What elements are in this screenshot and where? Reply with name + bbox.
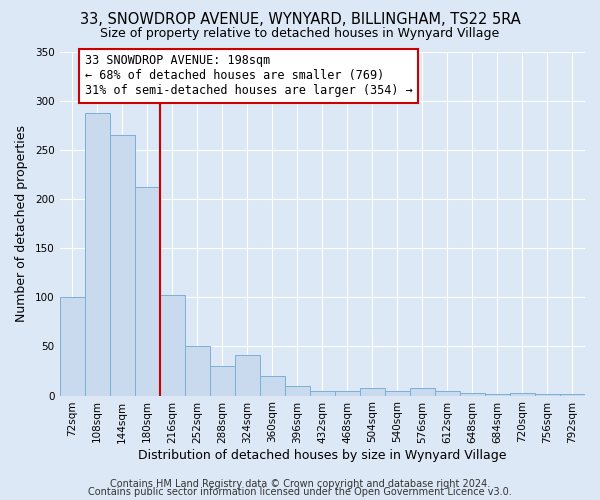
Text: Contains HM Land Registry data © Crown copyright and database right 2024.: Contains HM Land Registry data © Crown c… — [110, 479, 490, 489]
Bar — [535, 394, 560, 396]
Bar — [85, 114, 110, 396]
Bar — [360, 388, 385, 396]
Bar — [510, 392, 535, 396]
Bar — [285, 386, 310, 396]
Bar — [410, 388, 435, 396]
Bar — [110, 135, 134, 396]
Text: Size of property relative to detached houses in Wynyard Village: Size of property relative to detached ho… — [100, 28, 500, 40]
Bar — [134, 187, 160, 396]
Bar — [235, 356, 260, 396]
Bar — [160, 296, 185, 396]
Bar — [260, 376, 285, 396]
Text: 33 SNOWDROP AVENUE: 198sqm
← 68% of detached houses are smaller (769)
31% of sem: 33 SNOWDROP AVENUE: 198sqm ← 68% of deta… — [85, 54, 412, 98]
Bar — [310, 390, 335, 396]
Text: Contains public sector information licensed under the Open Government Licence v3: Contains public sector information licen… — [88, 487, 512, 497]
Bar — [560, 394, 585, 396]
Bar — [185, 346, 209, 396]
Bar — [485, 394, 510, 396]
Text: 33, SNOWDROP AVENUE, WYNYARD, BILLINGHAM, TS22 5RA: 33, SNOWDROP AVENUE, WYNYARD, BILLINGHAM… — [80, 12, 520, 28]
Bar — [435, 390, 460, 396]
X-axis label: Distribution of detached houses by size in Wynyard Village: Distribution of detached houses by size … — [138, 450, 506, 462]
Y-axis label: Number of detached properties: Number of detached properties — [15, 125, 28, 322]
Bar — [460, 392, 485, 396]
Bar — [385, 390, 410, 396]
Bar — [209, 366, 235, 396]
Bar — [59, 298, 85, 396]
Bar — [335, 390, 360, 396]
